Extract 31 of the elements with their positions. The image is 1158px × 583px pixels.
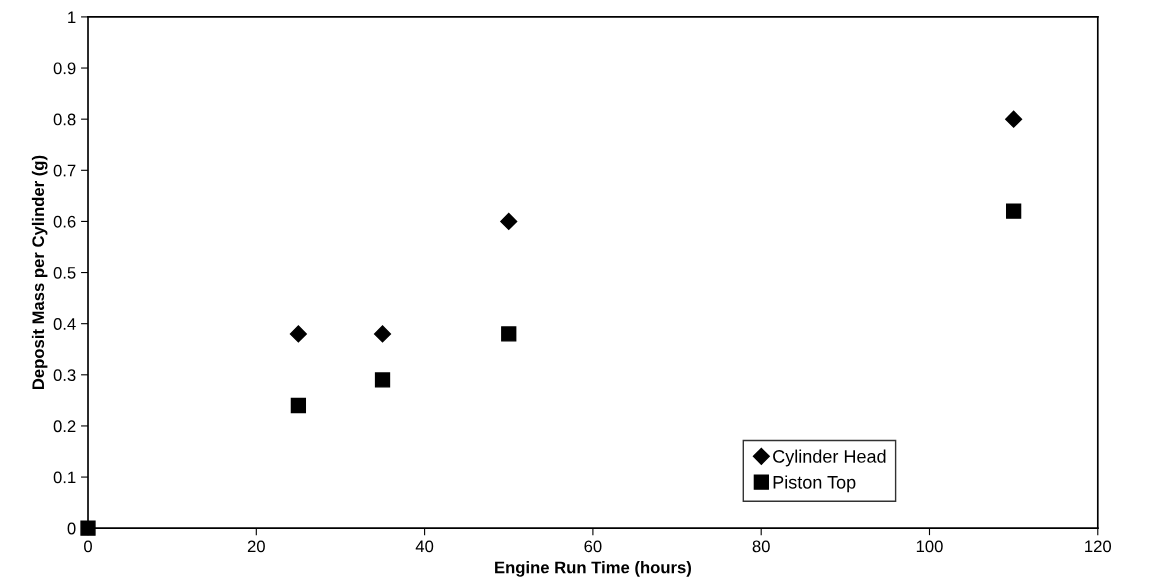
legend-label: Cylinder Head (773, 449, 886, 467)
y-tick-label: 0.6 (53, 215, 76, 228)
x-tick-label: 40 (415, 540, 434, 553)
point (290, 397, 307, 414)
point (500, 212, 518, 230)
y-axis-title: Deposit Mass per Cylinder (g) (31, 155, 48, 390)
x-tick-label: 60 (584, 540, 602, 553)
y-tick-label: 0.5 (53, 266, 76, 279)
y-tick-label: 0.7 (53, 164, 76, 177)
point (1005, 110, 1023, 128)
point (373, 325, 392, 343)
x-tick-label: 100 (916, 540, 943, 553)
y-tick-label: 0.3 (53, 369, 76, 382)
point (374, 372, 391, 388)
y-tick-label: 0.1 (53, 471, 76, 484)
y-tick-label: 1 (68, 11, 76, 23)
x-tick-label: 0 (84, 540, 92, 553)
y-tick-label: 0.8 (53, 113, 76, 126)
x-axis-title: Engine Run Time (hours) (495, 561, 691, 577)
y-tick-label: 0.4 (53, 318, 76, 330)
legend-label: Piston Top (773, 475, 856, 493)
y-tick-label: 0.2 (53, 420, 76, 433)
point (501, 326, 517, 342)
point (289, 325, 307, 343)
y-tick-label: 0.9 (53, 62, 76, 75)
point (80, 520, 96, 536)
x-tick-label: 120 (1085, 540, 1112, 553)
x-tick-label: 20 (247, 540, 265, 553)
y-tick-label: 0 (67, 522, 76, 535)
point (1005, 203, 1022, 219)
x-tick-label: 80 (752, 540, 770, 553)
